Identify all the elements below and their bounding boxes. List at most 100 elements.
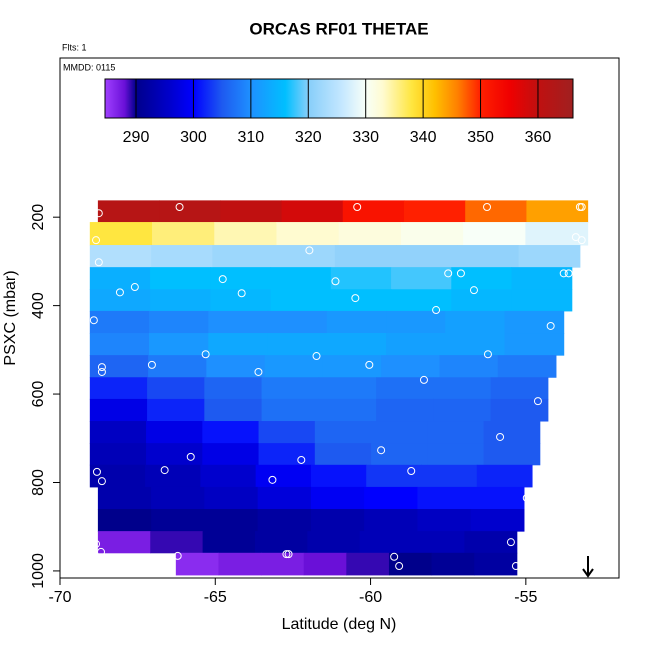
heatmap-cell — [175, 552, 219, 576]
y-tick-label: 200 — [30, 204, 47, 231]
heatmap-cell — [310, 486, 365, 510]
arrow — [582, 556, 594, 578]
flight-point — [377, 446, 386, 455]
flight-point — [160, 466, 169, 475]
heatmap-cell — [258, 443, 316, 466]
y-axis-label: PSXC (mbar) — [2, 270, 19, 365]
heatmap-cell — [388, 552, 433, 576]
colorbar-tick-label: 310 — [238, 129, 265, 146]
flight-point — [89, 316, 98, 325]
flight-point — [546, 321, 555, 330]
heatmap-cell — [371, 443, 428, 466]
heatmap-cell — [89, 222, 153, 246]
heatmap-cell — [391, 267, 452, 290]
heatmap-cell — [490, 398, 549, 422]
heatmap-cell — [210, 289, 272, 312]
heatmap-cell — [89, 267, 151, 290]
heatmap-cell — [150, 267, 211, 290]
chart-title: ORCAS RF01 THETAE — [249, 19, 428, 38]
heatmap-cell — [526, 200, 589, 223]
x-tick-label: -70 — [48, 589, 71, 606]
heatmap — [89, 200, 589, 576]
heatmap-cell — [151, 486, 205, 510]
heatmap-cell — [511, 289, 573, 312]
heatmap-cell — [470, 509, 525, 532]
heatmap-cell — [267, 310, 328, 334]
heatmap-cell — [518, 245, 581, 268]
heatmap-cell — [214, 222, 277, 246]
heatmap-cell — [400, 222, 464, 246]
heatmap-cell — [483, 421, 541, 444]
heatmap-cell — [451, 289, 513, 312]
flight-point — [351, 294, 360, 303]
flight-point — [305, 246, 314, 255]
flight-point — [419, 375, 428, 384]
heatmap-cell — [314, 421, 372, 444]
heatmap-cell — [396, 245, 458, 268]
heatmap-cell — [264, 355, 324, 378]
heatmap-cell — [255, 464, 312, 488]
heatmap-cell — [474, 552, 518, 576]
heatmap-cell — [318, 377, 377, 400]
flight-point — [92, 539, 101, 548]
heatmap-cell — [149, 310, 209, 334]
heatmap-cell — [202, 531, 256, 554]
heatmap-cell — [206, 355, 266, 378]
heatmap-cell — [403, 200, 466, 223]
flight-point — [268, 475, 277, 484]
heatmap-cell — [322, 355, 382, 378]
plot-frame — [59, 57, 620, 579]
flight-point — [395, 562, 404, 571]
heatmap-cell — [303, 552, 347, 576]
heatmap-cell — [433, 398, 492, 422]
heatmap-cell — [257, 509, 312, 532]
flight-point — [96, 547, 105, 556]
heatmap-cell — [525, 222, 589, 246]
heatmap-cell — [386, 310, 446, 334]
flight-point — [331, 277, 340, 286]
heatmap-cell — [338, 222, 402, 246]
heatmap-cell — [386, 333, 446, 356]
heatmap-cell — [451, 267, 513, 290]
heatmap-cell — [151, 245, 213, 268]
heatmap-cell — [371, 421, 428, 444]
flight-point — [218, 275, 227, 284]
flight-point — [173, 551, 182, 560]
x-tick-label: -60 — [359, 589, 382, 606]
heatmap-cell — [210, 267, 272, 290]
heatmap-cell — [417, 486, 472, 510]
flight-point — [237, 289, 246, 298]
heatmap-cell — [314, 443, 372, 466]
heatmap-cell — [376, 398, 434, 422]
heatmap-cell — [483, 443, 541, 466]
heatmap-cell — [89, 333, 150, 356]
heatmap-cell — [476, 464, 533, 488]
heatmap-cell — [218, 552, 262, 576]
colorbar-tick-label: 350 — [467, 129, 494, 146]
x-axis-label: Latitude (deg N) — [282, 616, 397, 633]
heatmap-cell — [89, 377, 148, 400]
x-tick-label: -55 — [514, 589, 537, 606]
heatmap-cell — [270, 267, 332, 290]
heatmap-cell — [204, 486, 259, 510]
heatmap-cell — [208, 310, 269, 334]
heatmap-cell — [97, 486, 152, 510]
flight-point — [533, 397, 542, 406]
heatmap-cell — [310, 464, 367, 488]
heatmap-cell — [200, 464, 257, 488]
flight-point — [577, 236, 586, 245]
flight-point — [115, 288, 124, 297]
heatmap-cell — [511, 267, 573, 290]
heatmap-cell — [431, 552, 475, 576]
colorbar-tick-label: 340 — [410, 129, 437, 146]
heatmap-cell — [267, 333, 328, 356]
colorbar-tick-label: 320 — [295, 129, 322, 146]
flight-point — [365, 360, 374, 369]
heatmap-cell — [346, 552, 390, 576]
heatmap-cell — [465, 200, 527, 223]
colorbar-tick-label: 330 — [352, 129, 379, 146]
heatmap-cell — [261, 552, 305, 576]
heatmap-cell — [504, 333, 565, 356]
heatmap-cell — [490, 377, 549, 400]
y-tick-label: 600 — [30, 381, 47, 408]
